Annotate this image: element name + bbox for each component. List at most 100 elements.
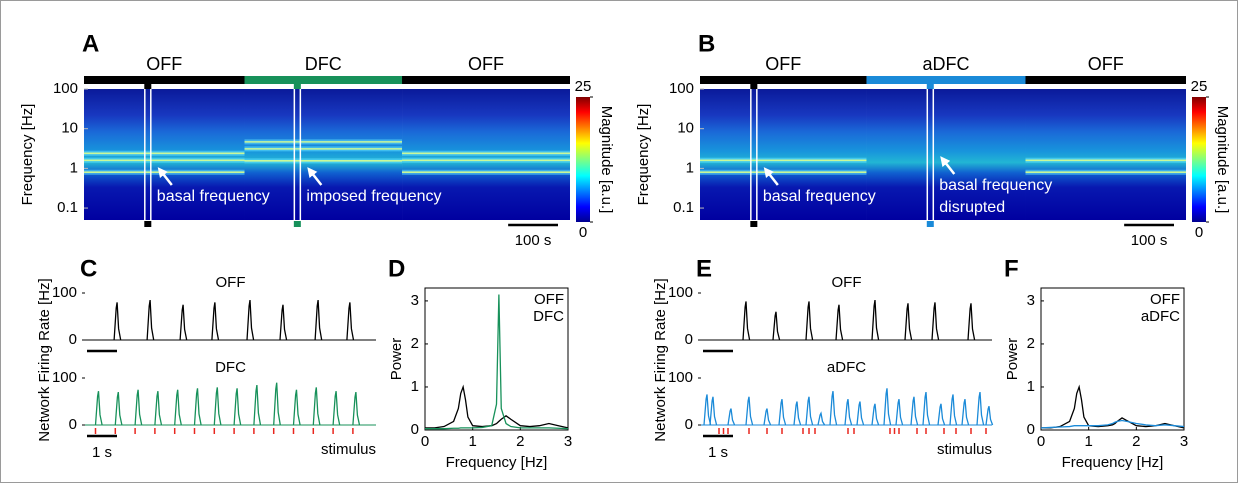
annotation: basal frequency: [157, 188, 270, 205]
y-tick-label: 0: [411, 421, 419, 438]
y-tick-label: 0: [1027, 421, 1035, 438]
colorbar: [1192, 97, 1206, 222]
x-tick-label: 3: [1180, 433, 1188, 450]
spike: [967, 303, 976, 341]
y-tick-label: 2: [1027, 335, 1035, 352]
spectrogram-segment: [1025, 89, 1186, 220]
axes-box: [1040, 287, 1185, 431]
y-tick-label: 100: [669, 80, 694, 97]
y-axis-label: Frequency [Hz]: [19, 104, 36, 206]
spike: [931, 302, 940, 341]
spike: [883, 388, 892, 426]
spike: [179, 304, 188, 341]
condition-bar: [402, 76, 570, 84]
y-tick-label: 100: [668, 369, 693, 386]
spike: [793, 401, 802, 426]
y-tick-label: 100: [52, 284, 77, 301]
panel-letter: A: [82, 30, 99, 57]
x-tick-label: 3: [564, 433, 572, 450]
panel-letter: B: [698, 30, 715, 57]
colorbar-label: Magnitude [a.u.]: [598, 106, 615, 214]
spike: [253, 384, 262, 426]
window-marker: [293, 84, 301, 89]
colorbar-tick-label: 25: [1191, 78, 1208, 95]
scale-bar-label: 100 s: [1131, 232, 1168, 249]
x-tick-label: 1: [1084, 433, 1092, 450]
spike: [817, 411, 826, 426]
arrow: [157, 167, 173, 186]
panel-letter: F: [1004, 255, 1019, 282]
stimulus-label: stimulus: [937, 441, 992, 458]
spike: [233, 388, 242, 426]
spike: [134, 389, 143, 426]
spectrum-line: [1040, 419, 1185, 429]
condition-bar: [700, 76, 867, 84]
window-marker: [293, 221, 301, 227]
spectrogram-segment: [244, 89, 403, 220]
spectrum-line: [1041, 384, 1185, 429]
y-axis-label: Network Firing Rate [Hz]: [652, 278, 669, 441]
spike: [113, 302, 122, 341]
spike: [949, 394, 958, 426]
window-marker: [926, 221, 934, 227]
condition-label: OFF: [146, 54, 182, 74]
trace-label: aDFC: [827, 359, 866, 376]
colorbar: [576, 97, 590, 222]
x-tick-label: 0: [421, 433, 429, 450]
spike: [154, 391, 163, 426]
colorbar-tick-label: 25: [575, 78, 592, 95]
spike: [273, 382, 281, 426]
window-marker: [144, 221, 152, 227]
spike: [856, 401, 865, 426]
spike: [727, 408, 736, 426]
y-tick-label: 0: [685, 416, 693, 433]
y-tick-label: 1: [1027, 378, 1035, 395]
spike: [895, 399, 904, 426]
spike: [703, 394, 712, 426]
x-tick-label: 0: [1037, 433, 1045, 450]
legend-entry: DFC: [533, 308, 564, 325]
condition-bar: [244, 76, 403, 84]
y-axis-label: Power: [388, 338, 405, 381]
spike: [346, 302, 355, 341]
legend-entry: aDFC: [1141, 308, 1180, 325]
y-tick-label: 10: [61, 120, 78, 137]
arrow: [940, 156, 956, 175]
scale-bar-label: 100 s: [515, 232, 552, 249]
annotation: imposed frequency: [306, 188, 441, 205]
spike: [174, 389, 182, 426]
y-tick-label: 1: [686, 159, 694, 176]
spike: [146, 299, 155, 341]
y-axis-label: Frequency [Hz]: [635, 104, 652, 206]
spike: [314, 299, 323, 341]
spike: [922, 391, 931, 426]
spike: [292, 389, 301, 426]
window-marker: [750, 84, 758, 89]
y-tick-label: 0: [69, 416, 77, 433]
spike: [211, 302, 220, 341]
colorbar-tick-label: 0: [1195, 224, 1203, 241]
annotation: basal frequency: [763, 188, 876, 205]
spike: [709, 396, 718, 426]
condition-bar: [866, 76, 1026, 84]
axes-box: [424, 287, 569, 431]
condition-label: OFF: [1088, 54, 1124, 74]
spectrum-line: [425, 294, 569, 430]
spike: [778, 399, 787, 426]
scale-bar-label: 1 s: [92, 444, 112, 461]
y-tick-label: 0: [69, 331, 77, 348]
colorbar-tick-label: 0: [579, 224, 587, 241]
spike: [763, 408, 772, 426]
y-tick-label: 0: [685, 331, 693, 348]
y-tick-label: 100: [52, 369, 77, 386]
panel-letter: D: [388, 255, 405, 282]
spike: [213, 387, 222, 426]
spike: [312, 387, 321, 426]
y-tick-label: 0.1: [673, 199, 694, 216]
legend-entry: OFF: [1150, 291, 1180, 308]
legend-entry: OFF: [534, 291, 564, 308]
window-marker: [144, 84, 152, 89]
x-axis-label: Frequency [Hz]: [446, 454, 548, 471]
